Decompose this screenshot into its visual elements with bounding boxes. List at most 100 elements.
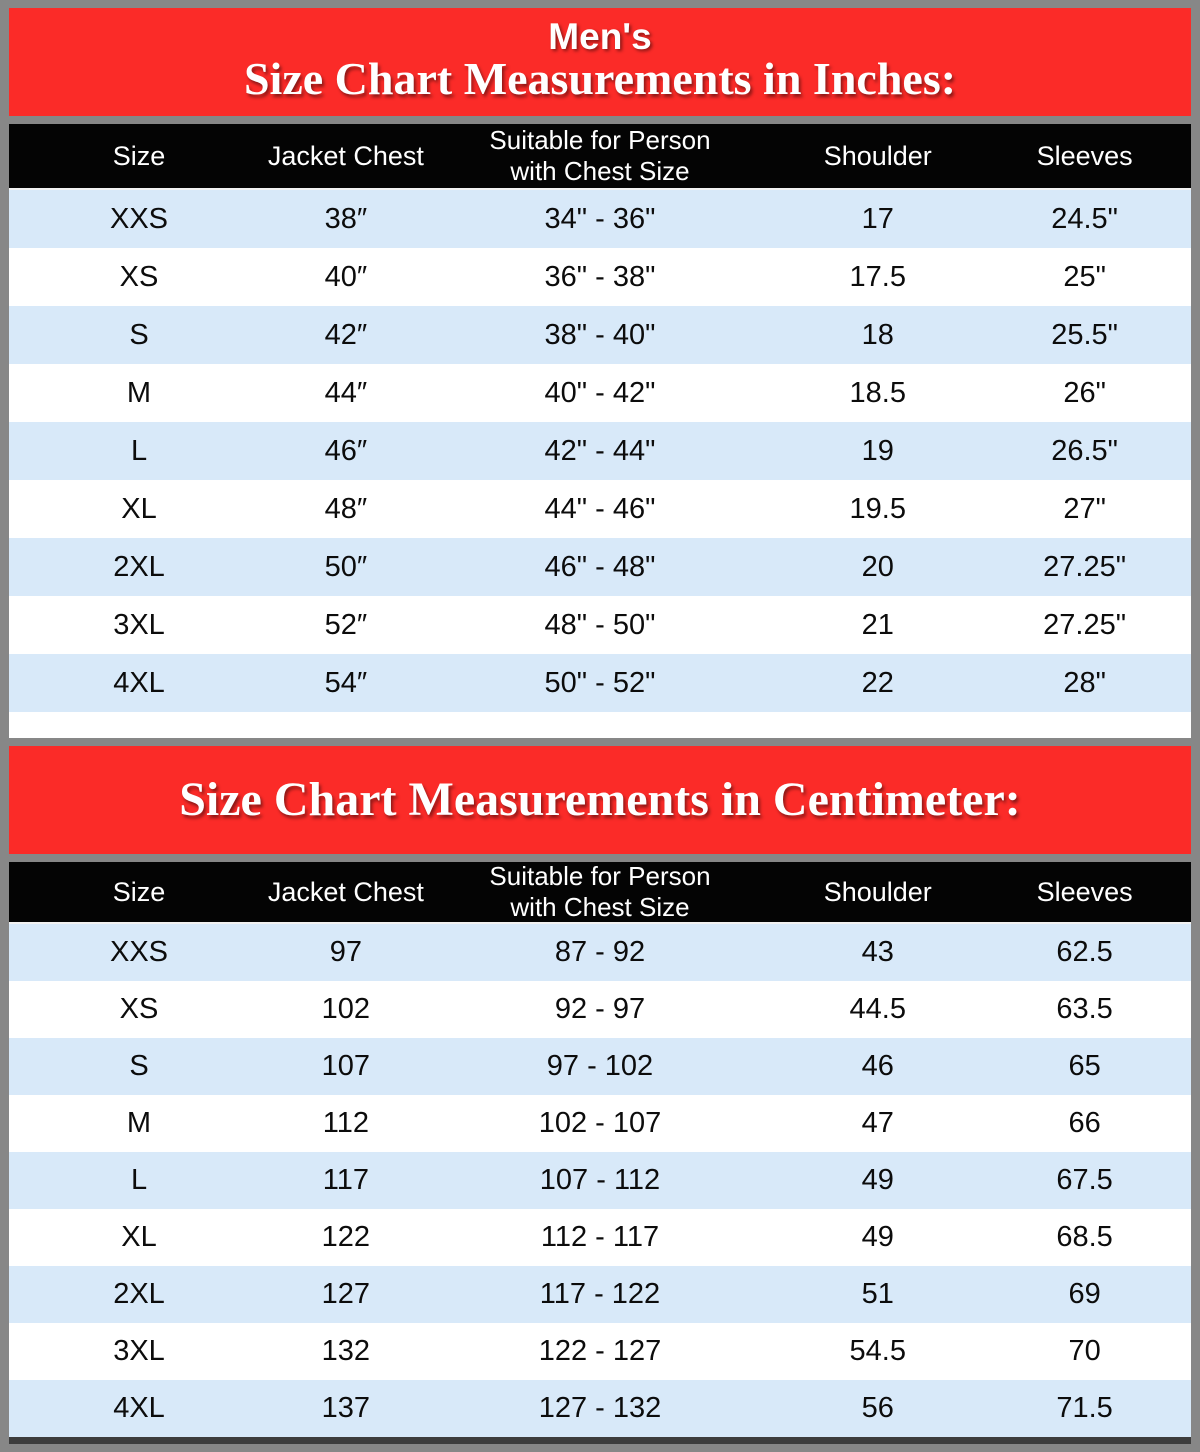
cell-jacket-chest: 54″ <box>324 666 368 699</box>
cell-shoulder: 18.5 <box>849 376 906 409</box>
column-header-size: Size <box>112 876 166 907</box>
cell-size: S <box>129 318 149 351</box>
cell-sleeves: 69 <box>1068 1278 1101 1310</box>
cell-chest-range: 127 - 132 <box>538 1392 662 1424</box>
cell-chest-range: 48" - 50" <box>544 608 656 641</box>
table-row: M 112 102 - 107 47 66 <box>9 1095 1191 1152</box>
cell-size: 3XL <box>113 1335 165 1367</box>
cell-size: XL <box>121 1221 157 1253</box>
cell-shoulder: 46 <box>861 1050 894 1082</box>
table-row: 4XL 54″ 50" - 52" 22 28" <box>9 654 1191 712</box>
cell-sleeves: 65 <box>1068 1050 1101 1082</box>
cell-sleeves: 28" <box>1063 666 1106 699</box>
table-row: S 107 97 - 102 46 65 <box>9 1038 1191 1095</box>
table-row: 4XL 137 127 - 132 56 71.5 <box>9 1380 1191 1437</box>
table-row: 3XL 132 122 - 127 54.5 70 <box>9 1323 1191 1380</box>
column-header-chest-range-label: Suitable for Person with Chest Size <box>489 861 711 922</box>
cell-size: M <box>126 1107 152 1139</box>
cell-jacket-chest: 112 <box>322 1107 369 1139</box>
cell-shoulder: 17.5 <box>849 260 906 293</box>
table-row: XL 48″ 44" - 46" 19.5 27" <box>9 480 1191 538</box>
cell-jacket-chest: 117 <box>322 1164 369 1196</box>
cell-jacket-chest: 107 <box>321 1050 371 1082</box>
cell-chest-range: 42" - 44" <box>544 434 656 467</box>
cell-shoulder: 21 <box>861 608 894 641</box>
cell-shoulder: 20 <box>861 550 894 583</box>
table-row: 2XL 127 117 - 122 51 69 <box>9 1266 1191 1323</box>
cell-sleeves: 67.5 <box>1056 1164 1113 1196</box>
cell-chest-range: 107 - 112 <box>539 1164 661 1196</box>
cell-size: L <box>130 434 148 467</box>
cell-jacket-chest: 48″ <box>324 492 368 525</box>
cell-size: XS <box>119 993 159 1025</box>
cell-jacket-chest: 132 <box>321 1335 371 1367</box>
cell-sleeves: 62.5 <box>1056 936 1113 968</box>
cell-shoulder: 17 <box>861 202 894 235</box>
cell-size: XS <box>119 260 159 293</box>
cell-shoulder: 51 <box>861 1278 894 1310</box>
table-row: L 117 107 - 112 49 67.5 <box>9 1152 1191 1209</box>
inches-table-body: XXS 38″ 34" - 36" 17 24.5" XS 40″ 36" - … <box>9 190 1191 712</box>
cell-size: 4XL <box>113 666 165 699</box>
cell-sleeves: 27.25" <box>1043 608 1127 641</box>
cell-size: 2XL <box>113 1278 165 1310</box>
table-row: L 46″ 42" - 44" 19 26.5" <box>9 422 1191 480</box>
cell-sleeves: 25" <box>1063 260 1106 293</box>
cell-sleeves: 71.5 <box>1056 1392 1113 1424</box>
cell-shoulder: 47 <box>861 1107 894 1139</box>
cell-shoulder: 43 <box>861 936 894 968</box>
column-header-chest-range-label: Suitable for Person with Chest Size <box>489 125 711 186</box>
table-row: XS 40″ 36" - 38" 17.5 25" <box>9 248 1191 306</box>
cell-jacket-chest: 50″ <box>324 550 368 583</box>
cell-shoulder: 19 <box>861 434 894 467</box>
cm-size-table: Size Jacket Chest Suitable for Person wi… <box>9 861 1191 1444</box>
cell-chest-range: 38" - 40" <box>544 318 656 351</box>
cell-jacket-chest: 127 <box>321 1278 371 1310</box>
cell-sleeves: 70 <box>1068 1335 1101 1367</box>
cell-chest-range: 34" - 36" <box>544 202 656 235</box>
cell-size: 4XL <box>113 1392 165 1424</box>
cell-sleeves: 26" <box>1063 376 1106 409</box>
cell-size: M <box>126 376 152 409</box>
cell-chest-range: 87 - 92 <box>554 936 646 968</box>
cell-chest-range: 97 - 102 <box>546 1050 654 1082</box>
cell-sleeves: 27.25" <box>1043 550 1127 583</box>
cell-chest-range: 36" - 38" <box>544 260 656 293</box>
cell-shoulder: 22 <box>861 666 894 699</box>
cell-sleeves: 66 <box>1068 1107 1101 1139</box>
table-row: XL 122 112 - 117 49 68.5 <box>9 1209 1191 1266</box>
cell-jacket-chest: 42″ <box>324 318 368 351</box>
cell-sleeves: 68.5 <box>1056 1221 1113 1253</box>
cell-jacket-chest: 38″ <box>324 202 368 235</box>
cell-size: 2XL <box>113 550 165 583</box>
cell-shoulder: 49 <box>861 1164 894 1196</box>
table-row: S 42″ 38" - 40" 18 25.5" <box>9 306 1191 364</box>
cell-jacket-chest: 97 <box>329 936 362 968</box>
cell-jacket-chest: 40″ <box>324 260 368 293</box>
cell-shoulder: 49 <box>861 1221 894 1253</box>
column-header-jacket-chest: Jacket Chest <box>267 140 424 171</box>
cell-chest-range: 50" - 52" <box>544 666 656 699</box>
cell-jacket-chest: 102 <box>321 993 371 1025</box>
cell-chest-range: 122 - 127 <box>538 1335 662 1367</box>
inches-table-header-row: Size Jacket Chest Suitable for Person wi… <box>9 124 1191 190</box>
table-row: XXS 38″ 34" - 36" 17 24.5" <box>9 190 1191 248</box>
column-header-chest-range: Suitable for Person with Chest Size <box>423 861 778 922</box>
cell-size: XXS <box>110 936 169 968</box>
cell-size: L <box>130 1164 148 1196</box>
table-row: 2XL 50″ 46" - 48" 20 27.25" <box>9 538 1191 596</box>
cell-sleeves: 27" <box>1063 492 1106 525</box>
cell-size: S <box>129 1050 149 1082</box>
table-row: XS 102 92 - 97 44.5 63.5 <box>9 981 1191 1038</box>
cell-shoulder: 54.5 <box>849 1335 906 1367</box>
table-row: M 44″ 40" - 42" 18.5 26" <box>9 364 1191 422</box>
cell-shoulder: 19.5 <box>849 492 906 525</box>
cell-chest-range: 92 - 97 <box>554 993 646 1025</box>
inches-size-table: Size Jacket Chest Suitable for Person wi… <box>9 124 1191 738</box>
cell-sleeves: 26.5" <box>1051 434 1118 467</box>
cell-chest-range: 102 - 107 <box>538 1107 662 1139</box>
cell-shoulder: 18 <box>861 318 894 351</box>
cell-chest-range: 46" - 48" <box>544 550 656 583</box>
inches-banner-title: Size Chart Measurements in Inches: <box>243 53 957 104</box>
